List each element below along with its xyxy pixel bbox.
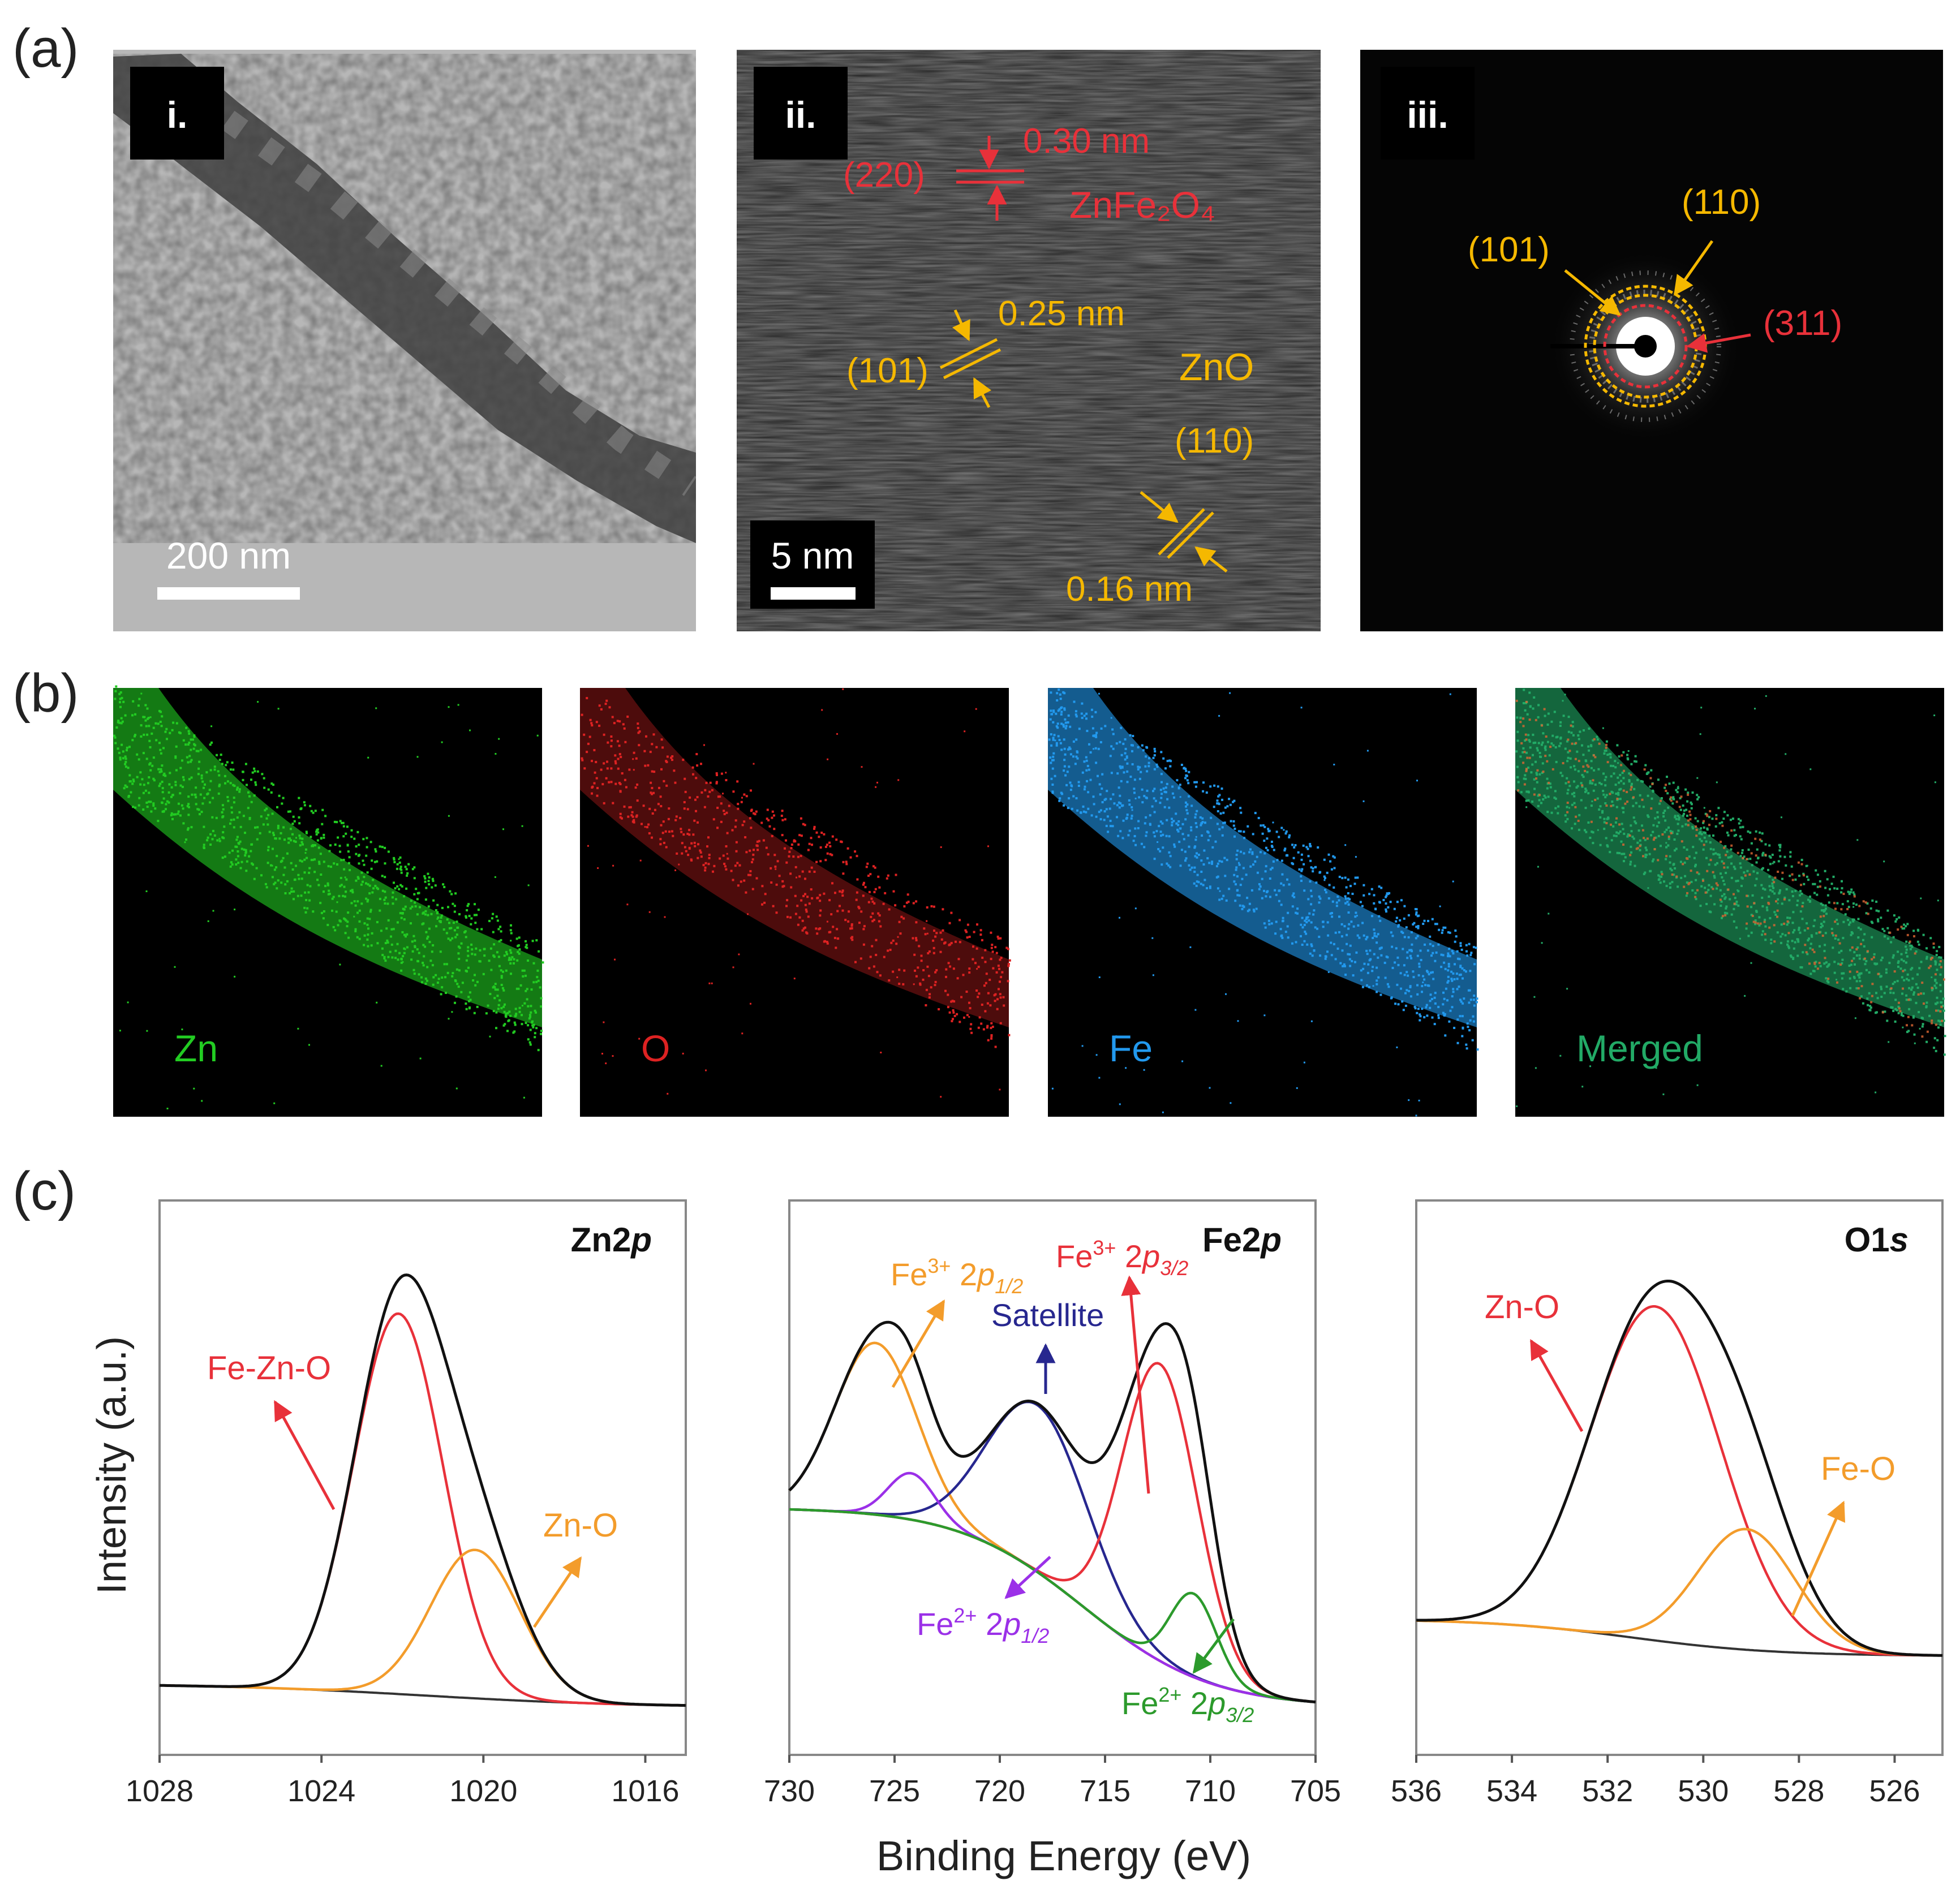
fe-fe2-half-label: Fe2+ 2p1/2 xyxy=(917,1604,1049,1647)
fe-fe3-half-label: Fe3+ 2p1/2 xyxy=(891,1254,1023,1298)
zno-phase-label: ZnO xyxy=(1179,346,1254,389)
fit-fe-o xyxy=(1416,1527,1943,1657)
saed-ring-101-label: (101) xyxy=(1468,230,1550,269)
tem-scale-label: 200 nm xyxy=(166,535,291,576)
znfe2o4-spacing-label: 0.30 nm xyxy=(1023,122,1150,161)
fe-fe3-half-arrow xyxy=(891,1299,945,1388)
x-tick-label: 715 xyxy=(1080,1774,1131,1808)
x-tick-label: 530 xyxy=(1678,1774,1729,1808)
zno-101-spacing-label: 0.25 nm xyxy=(998,294,1125,333)
eds-map-fe: Fe xyxy=(1048,688,1479,1117)
zn-fezno-arrow xyxy=(273,1400,336,1510)
eds-map-merged: Merged xyxy=(1515,688,1946,1117)
xps-charts: 1028 1024 1020 1016 Zn2p 730 725 720 715 710 705 Fe… xyxy=(126,1199,1944,1808)
x-tick-label: 532 xyxy=(1582,1774,1633,1808)
x-tick-label: 536 xyxy=(1391,1774,1442,1808)
fe-fe2-half-arrow xyxy=(1004,1556,1051,1599)
zno-110-plane-label: (110) xyxy=(1175,421,1254,460)
chart-frame xyxy=(158,1199,687,1756)
o-zno-arrow xyxy=(1529,1339,1584,1432)
znfe2o4-lattice-marker xyxy=(956,136,1024,221)
zno-110-spacing-label: 0.16 nm xyxy=(1066,570,1193,609)
x-tick-label: 534 xyxy=(1486,1774,1537,1808)
saed-badge: iii. xyxy=(1407,94,1448,136)
xps-chart-zn2p: 1028 1024 1020 1016 Zn2p xyxy=(126,1199,687,1808)
o1s-annotations: Zn-O Fe-O xyxy=(1485,1289,1895,1617)
fe-fe2-three-arrow xyxy=(1192,1618,1235,1674)
eds-map-label-o: O xyxy=(641,1027,670,1069)
zn2p-annotations: Fe-Zn-O Zn-O xyxy=(207,1350,618,1628)
fe-fe2-three-label: Fe2+ 2p3/2 xyxy=(1121,1683,1254,1727)
panel-label-b: (b) xyxy=(12,663,79,724)
fe-fe3-three-arrow xyxy=(1121,1275,1150,1494)
x-tick-label: 720 xyxy=(974,1774,1025,1808)
eds-maps: Zn O Fe Merged xyxy=(113,685,1946,1117)
x-axis-label: Binding Energy (eV) xyxy=(876,1832,1251,1879)
x-tick-label: 528 xyxy=(1773,1774,1824,1808)
x-tick-label: 730 xyxy=(764,1774,815,1808)
envelope-line xyxy=(1416,1280,1943,1657)
saed-ring-311-label: (311) xyxy=(1763,304,1842,343)
hrtem-badge: ii. xyxy=(785,94,816,136)
chart-frame xyxy=(1415,1199,1944,1756)
eds-map-label-fe: Fe xyxy=(1109,1027,1153,1069)
x-tick-label: 725 xyxy=(869,1774,920,1808)
envelope-line xyxy=(788,1320,1316,1703)
eds-map-zn: Zn xyxy=(113,685,544,1117)
chart-title: Fe2p xyxy=(1202,1221,1282,1259)
tem-scale-bar xyxy=(157,587,300,600)
zno-110-lattice-marker xyxy=(1140,491,1228,573)
saed-ring-311 xyxy=(1603,304,1688,389)
o-feo-label: Fe-O xyxy=(1821,1451,1895,1487)
x-tick-label: 1028 xyxy=(126,1774,194,1808)
panel-label-a: (a) xyxy=(12,18,79,79)
x-tick-label: 1020 xyxy=(449,1774,517,1808)
zno-101-plane-label: (101) xyxy=(846,351,929,390)
saed-badge-bg xyxy=(1381,67,1475,160)
chart-frame xyxy=(788,1199,1317,1756)
eds-map-label-zn: Zn xyxy=(174,1027,218,1069)
o-zno-label: Zn-O xyxy=(1485,1289,1559,1325)
saed-ring-110-arrow xyxy=(1673,240,1714,296)
saed-ring-110-label: (110) xyxy=(1682,183,1761,222)
fe2p-annotations: Fe3+ 2p1/2 Fe3+ 2p3/2 Satellite Fe2+ 2p1… xyxy=(891,1236,1254,1727)
hrtem-scale-bar xyxy=(771,587,856,600)
saed-ring-101-arrow xyxy=(1564,269,1621,316)
eds-map-label-merged: Merged xyxy=(1576,1027,1703,1069)
chart-title: Zn2p xyxy=(571,1221,652,1259)
x-tick-label: 526 xyxy=(1869,1774,1920,1808)
y-axis-label: Intensity (a.u.) xyxy=(89,1336,135,1594)
chart-title: O1s xyxy=(1845,1221,1909,1259)
xps-chart-fe2p: 730 725 720 715 710 705 Fe2p xyxy=(764,1199,1341,1808)
znfe2o4-phase-label: ZnFe₂O₄ xyxy=(1069,184,1215,226)
saed-ring-311-arrow xyxy=(1686,333,1751,353)
x-tick-label: 1016 xyxy=(611,1774,679,1808)
tem-badge: i. xyxy=(167,94,188,136)
zn-fezno-label: Fe-Zn-O xyxy=(207,1350,331,1387)
fe-satellite-label: Satellite xyxy=(991,1297,1104,1333)
x-tick-label: 710 xyxy=(1185,1774,1236,1808)
znfe2o4-plane-label: (220) xyxy=(843,156,925,195)
hrtem-scale-label: 5 nm xyxy=(771,535,854,576)
fit-fe2-2p3-2 xyxy=(789,1508,1316,1703)
xps-chart-o1s: 536 534 532 530 528 526 O1s xyxy=(1391,1199,1944,1808)
x-tick-label: 1024 xyxy=(287,1774,355,1808)
tem-badge-bg xyxy=(130,67,224,160)
fe-fe3-three-label: Fe3+ 2p3/2 xyxy=(1056,1236,1188,1280)
zn-zno-label: Zn-O xyxy=(543,1507,618,1544)
hrtem-badge-bg xyxy=(754,67,848,160)
panel-label-c: (c) xyxy=(12,1161,76,1221)
x-tick-label: 705 xyxy=(1290,1774,1341,1808)
envelope-line xyxy=(159,1273,686,1707)
zno-101-lattice-marker xyxy=(939,309,1002,408)
o-feo-arrow xyxy=(1791,1500,1846,1617)
zn-zno-arrow xyxy=(532,1556,582,1628)
eds-map-o: O xyxy=(580,688,1011,1117)
